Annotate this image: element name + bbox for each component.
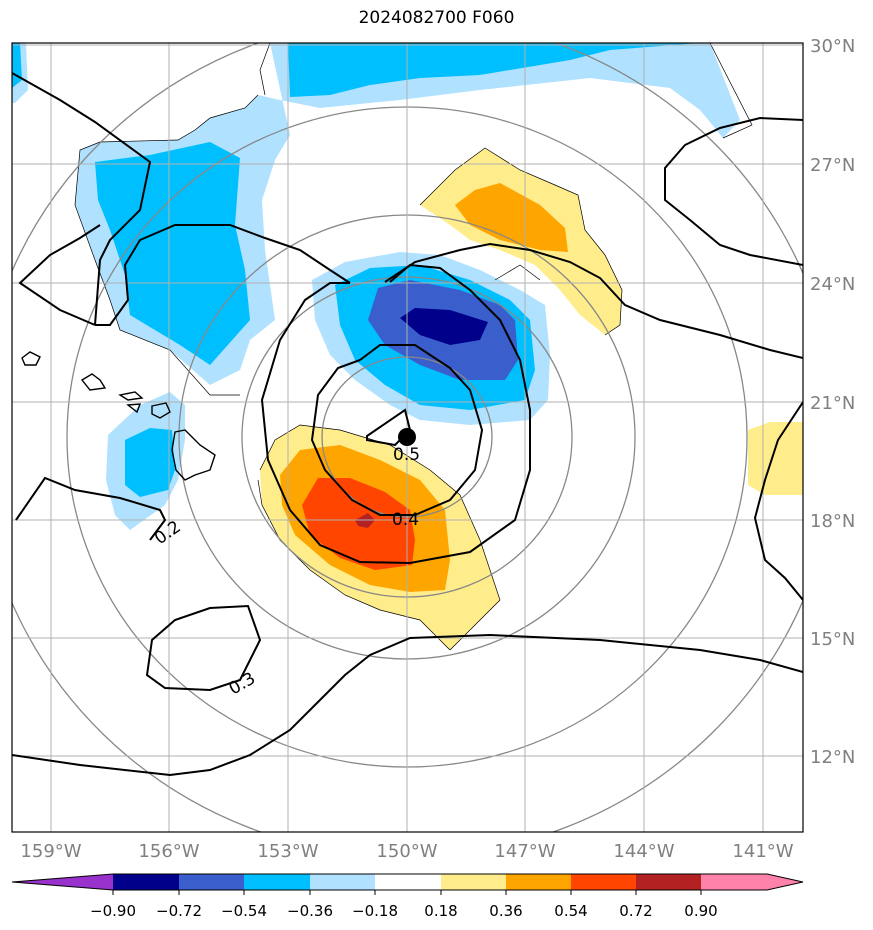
island-hawaii (171, 429, 216, 481)
contour-inner-ring (310, 344, 484, 516)
contour-label-04: 0.4 (392, 510, 419, 530)
lat-label-12n: 12°N (810, 747, 855, 768)
lon-label-144w: 144°W (613, 841, 674, 862)
shading-outlines (74, 43, 753, 651)
contour-south (12, 633, 803, 777)
colorbar-extend-low (12, 874, 113, 890)
colorbar-bin-10 (701, 874, 767, 890)
lat-label-30n: 30°N (810, 36, 855, 57)
colorbar-tick: 0.18 (424, 902, 457, 920)
contour-north (12, 72, 152, 326)
colorbar-bin-3 (244, 874, 310, 890)
contour-nw (95, 224, 351, 326)
contour-lines (12, 72, 803, 777)
lon-label-141w: 141°W (732, 841, 793, 862)
lon-label-147w: 147°W (494, 841, 555, 862)
colorbar-tick: −0.90 (90, 902, 136, 920)
pos-area-ne-inner (455, 183, 568, 252)
colorbar-bin-8 (571, 874, 636, 890)
contour-outer-ring (260, 263, 531, 565)
pos-area-east (748, 422, 803, 495)
storm-center-marker (398, 428, 416, 446)
colorbar-bin-1 (113, 874, 179, 890)
colorbar-bin-4 (310, 874, 375, 890)
contour-label-02: 0.2 (151, 517, 185, 549)
neg-area-hawaii-inner (125, 428, 175, 497)
contour-ne-loop (384, 242, 803, 359)
colorbar-tick: −0.36 (287, 902, 333, 920)
colorbar-bin-7 (506, 874, 571, 890)
colorbar-tick: −0.72 (156, 902, 202, 920)
island-niihau (21, 351, 41, 366)
contour-label-03: 0.3 (226, 669, 259, 700)
lat-label-15n: 15°N (810, 629, 855, 650)
lon-label-153w: 153°W (257, 841, 318, 862)
lon-label-150w: 150°W (376, 841, 437, 862)
colorbar-bin-6 (441, 874, 506, 890)
contour-se (753, 401, 803, 601)
neg-area-center-l4 (400, 308, 488, 345)
graticule (12, 43, 803, 832)
island-molokai (126, 403, 142, 414)
plot-frame (11, 42, 804, 833)
neg-area-nw-inner (95, 142, 250, 365)
contour-east (664, 116, 803, 266)
colorbar-tick: 0.36 (489, 902, 522, 920)
neg-area-north-inner (288, 43, 700, 97)
lon-label-156w: 156°W (138, 841, 199, 862)
lat-label-27n: 27°N (810, 155, 855, 176)
lat-label-24n: 24°N (810, 274, 855, 295)
lon-label-159w: 159°W (20, 841, 81, 862)
colorbar: −0.90 −0.72 −0.54 −0.36 −0.18 0.18 0.36 … (11, 873, 804, 920)
colorbar-extend-high (767, 874, 803, 890)
colorbar-tick: 0.90 (684, 902, 717, 920)
contour-03-loop (145, 604, 262, 692)
map-title: 2024082700 F060 (358, 8, 515, 28)
colorbar-bin-5 (375, 874, 441, 890)
lat-label-21n: 21°N (810, 393, 855, 414)
island-oahu (118, 391, 144, 401)
colorbar-tick: 0.72 (619, 902, 652, 920)
colorbar-bin-2 (179, 874, 244, 890)
contour-sw-02 (15, 476, 167, 541)
contour-west (18, 224, 101, 326)
island-maui (151, 402, 171, 419)
lat-label-18n: 18°N (810, 511, 855, 532)
colorbar-bin-9 (636, 874, 701, 890)
colorbar-tick: −0.18 (352, 902, 398, 920)
colorbar-tick: −0.54 (221, 902, 267, 920)
island-kauai (80, 373, 107, 391)
coastlines (21, 351, 216, 481)
contour-label-05: 0.5 (393, 445, 420, 465)
colorbar-tick: 0.54 (554, 902, 587, 920)
